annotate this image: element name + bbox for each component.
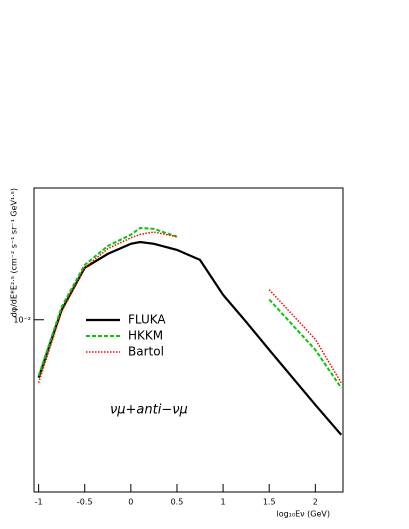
series-line [37, 231, 342, 384]
x-tick-label: 0 [128, 498, 133, 507]
x-tick-label: -0.5 [77, 498, 93, 507]
y-tick-label: 10⁻² [13, 315, 31, 324]
legend-label: FLUKA [128, 313, 166, 327]
series-line [37, 240, 343, 436]
x-tick-label: 1.5 [263, 498, 276, 507]
y-axis-label: dφ/dE*E²·⁵ (cm⁻² s⁻¹ sr⁻¹ GeV¹·⁵) [10, 188, 19, 317]
x-tick-label: 0.5 [171, 498, 184, 507]
annotation: νμ+anti−νμ [110, 403, 188, 418]
plot-frame [33, 187, 344, 493]
x-tick-label: -1 [35, 498, 43, 507]
x-tick-label: 2 [313, 498, 318, 507]
legend-label: Bartol [128, 345, 164, 359]
legend-label: HKKM [128, 329, 163, 343]
x-axis-label: log₁₀Eν (GeV) [276, 510, 330, 519]
x-tick-label: 1 [221, 498, 226, 507]
series-line [37, 226, 343, 389]
